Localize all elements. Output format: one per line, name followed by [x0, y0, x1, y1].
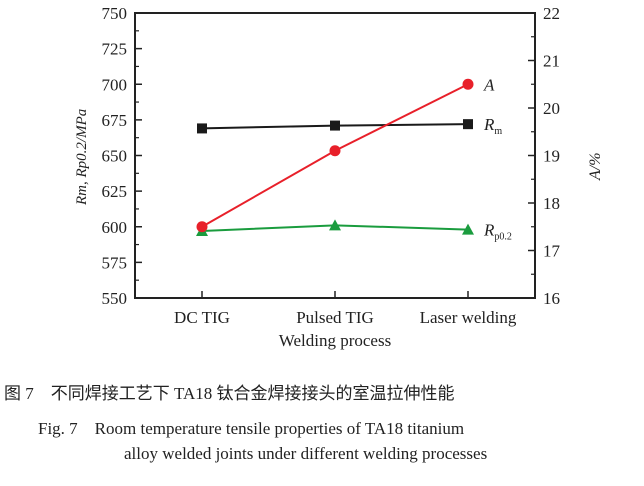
data-point-Rm	[197, 123, 207, 134]
right-tick-label: 18	[543, 194, 560, 213]
caption-english-line2: alloy welded joints under different weld…	[124, 444, 488, 463]
caption-chinese: 图 7 不同焊接工艺下 TA18 钛合金焊接接头的室温拉伸性能	[4, 384, 455, 403]
left-tick-label: 675	[102, 111, 128, 130]
chart: 550 575 600 625 650 675 700 725 750 16 17 18 19 20 21 2…	[74, 4, 604, 350]
x-tick-label: DC TIG	[174, 308, 230, 327]
right-tick-label: 22	[543, 4, 560, 23]
left-tick-label: 750	[102, 4, 128, 23]
x-tick-label: Laser welding	[420, 308, 517, 327]
left-tick-label: 700	[102, 75, 128, 94]
series-label-A: A	[483, 75, 495, 94]
x-tick-label: Pulsed TIG	[296, 308, 374, 327]
x-axis-label: Welding process	[279, 331, 391, 350]
data-point-Rm	[463, 119, 473, 130]
right-tick-label: 17	[543, 242, 561, 261]
left-tick-label: 575	[102, 253, 128, 272]
data-point-A	[462, 78, 474, 90]
right-tick-label: 21	[543, 52, 560, 71]
data-point-A	[196, 221, 208, 233]
right-tick-label: 20	[543, 99, 560, 118]
caption-english-line1: Fig. 7 Room temperature tensile properti…	[38, 419, 465, 438]
left-tick-label: 650	[102, 147, 128, 166]
right-tick-label: 19	[543, 147, 560, 166]
left-tick-label: 550	[102, 289, 128, 308]
right-tick-label: 16	[543, 289, 560, 308]
left-axis-label: Rm, Rp0.2/MPa	[74, 109, 90, 206]
left-tick-label: 725	[102, 40, 128, 59]
left-tick-label: 600	[102, 218, 128, 237]
right-axis-label: A/%	[587, 152, 604, 181]
data-point-Rp0.2	[329, 219, 341, 231]
series-label-Rm: Rm	[483, 115, 502, 137]
data-point-A	[329, 145, 341, 157]
data-point-Rm	[330, 120, 340, 131]
left-tick-label: 625	[102, 182, 128, 201]
series-label-Rp0.2: Rp0.2	[483, 221, 512, 243]
data-point-Rp0.2	[462, 223, 474, 235]
